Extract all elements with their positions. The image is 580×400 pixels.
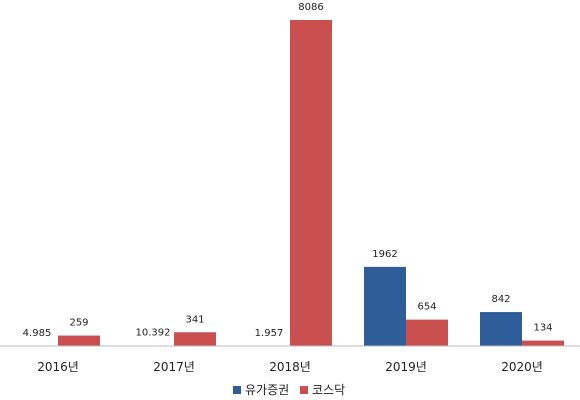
data-label-2017년-series-0: 10.392	[136, 328, 171, 339]
bars-layer	[16, 20, 564, 346]
data-label-2016년-series-1: 259	[69, 318, 88, 329]
x-tick-label: 2017년	[153, 360, 195, 374]
x-tick-labels: 2016년 2017년 2018년 2019년 2020년	[37, 360, 543, 374]
bar-2019년-series-0	[364, 266, 406, 346]
data-label-2018년-series-1: 8086	[298, 2, 323, 13]
bar-2017년-series-1	[174, 332, 216, 346]
data-label-2018년-series-0: 1.957	[255, 328, 284, 339]
legend-swatch-series-1	[300, 386, 308, 394]
data-label-2020년-series-0: 842	[491, 294, 510, 305]
bar-2016년-series-1	[58, 335, 100, 346]
x-tick-label: 2018년	[269, 360, 311, 374]
legend-label-series-0: 유가증권	[245, 383, 289, 397]
x-tick-label: 2020년	[501, 360, 543, 374]
bar-2018년-series-1	[290, 20, 332, 346]
bar-2020년-series-0	[480, 312, 522, 346]
bar-2019년-series-1	[406, 319, 448, 346]
data-label-2016년-series-0: 4.985	[23, 328, 52, 339]
data-label-2020년-series-1: 134	[533, 323, 552, 334]
legend: 유가증권 코스닥	[233, 383, 345, 397]
data-label-2019년-series-0: 1962	[372, 249, 397, 260]
x-tick-label: 2016년	[37, 360, 79, 374]
bar-2020년-series-1	[522, 340, 564, 346]
data-labels-layer: 4.985 259 10.392 341 1.957 8086 1962 654 842 134	[23, 2, 553, 339]
data-label-2019년-series-1: 654	[417, 302, 436, 313]
legend-label-series-1: 코스닥	[312, 383, 345, 397]
legend-swatch-series-0	[233, 386, 241, 394]
x-tick-label: 2019년	[385, 360, 427, 374]
data-label-2017년-series-1: 341	[185, 314, 204, 325]
